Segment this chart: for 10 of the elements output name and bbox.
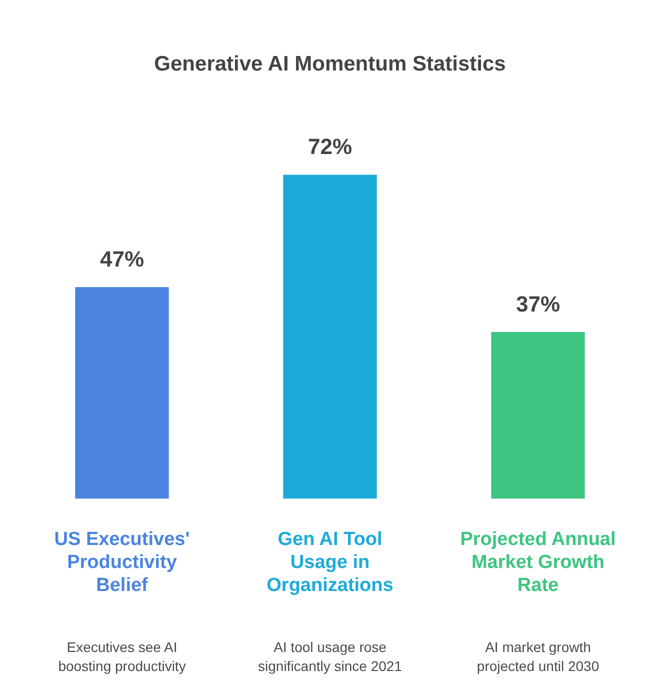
data-label: 47% bbox=[100, 246, 144, 272]
chart-title: Generative AI Momentum Statistics bbox=[154, 52, 506, 76]
text: AI market growth projected until 2030 bbox=[476, 638, 600, 674]
data-label: 37% bbox=[516, 291, 560, 316]
data-label: 72% bbox=[308, 134, 352, 160]
text: AI tool usage rose significantly since 2021 bbox=[258, 638, 402, 674]
text: Executives see AI boosting productivity bbox=[58, 638, 186, 674]
x-tick-label: US Executives' Productivity Belief bbox=[54, 529, 190, 596]
x-tick-label: Gen AI Tool Usage in Organizations bbox=[266, 529, 394, 596]
x-tick-label: Projected Annual Market Growth Rate bbox=[460, 529, 616, 596]
